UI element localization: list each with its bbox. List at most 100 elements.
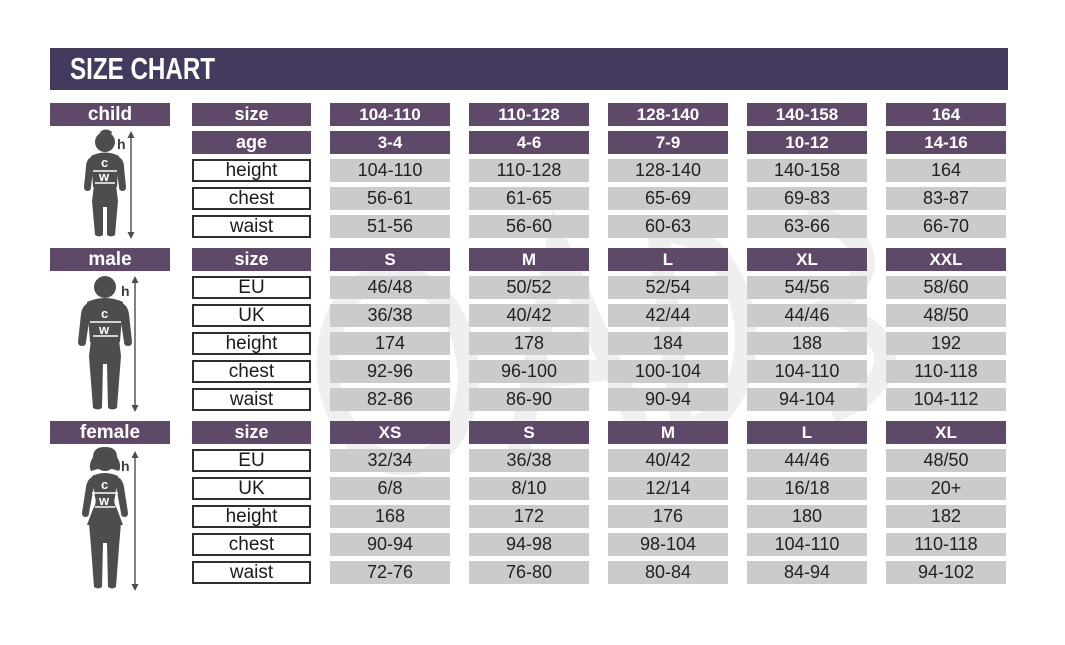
row-label-eu: EU xyxy=(192,276,311,299)
height-label: h xyxy=(121,458,130,474)
female-eu-value-5: 48/50 xyxy=(886,449,1006,472)
male-row-uk: UK 36/38 40/42 42/44 44/46 48/50 xyxy=(192,304,1006,327)
height-label: h xyxy=(117,136,126,152)
title-bar: SIZE CHART xyxy=(50,48,1008,90)
male-eu-value-2: 50/52 xyxy=(469,276,589,299)
male-height-value-5: 192 xyxy=(886,332,1006,355)
female-chest-value-3: 98-104 xyxy=(608,533,728,556)
male-chest-value-3: 100-104 xyxy=(608,360,728,383)
female-uk-value-2: 8/10 xyxy=(469,477,589,500)
female-uk-value-5: 20+ xyxy=(886,477,1006,500)
female-waist-value-3: 80-84 xyxy=(608,561,728,584)
female-chest-value-5: 110-118 xyxy=(886,533,1006,556)
male-waist-value-4: 94-104 xyxy=(747,388,867,411)
male-height-value-4: 188 xyxy=(747,332,867,355)
female-size-value-1: XS xyxy=(330,421,450,444)
child-height-value-5: 164 xyxy=(886,159,1006,182)
row-label-height: height xyxy=(192,505,311,528)
male-eu-value-1: 46/48 xyxy=(330,276,450,299)
child-age-value-5: 14-16 xyxy=(886,131,1006,154)
child-chest-value-1: 56-61 xyxy=(330,187,450,210)
child-height-value-3: 128-140 xyxy=(608,159,728,182)
female-left-column: female h c w xyxy=(50,421,170,593)
male-uk-value-2: 40/42 xyxy=(469,304,589,327)
chest-label: c xyxy=(101,155,108,170)
child-section: child h c w size 104-110 xyxy=(50,103,1006,241)
female-waist-value-5: 94-102 xyxy=(886,561,1006,584)
female-height-value-2: 172 xyxy=(469,505,589,528)
child-chest-value-3: 65-69 xyxy=(608,187,728,210)
male-row-eu: EU 46/48 50/52 52/54 54/56 58/60 xyxy=(192,276,1006,299)
child-waist-value-5: 66-70 xyxy=(886,215,1006,238)
section-label-male: male xyxy=(50,248,170,271)
section-label-female: female xyxy=(50,421,170,444)
male-chest-value-2: 96-100 xyxy=(469,360,589,383)
female-row-height: height 168 172 176 180 182 xyxy=(192,505,1006,528)
female-eu-value-1: 32/34 xyxy=(330,449,450,472)
male-chest-value-5: 110-118 xyxy=(886,360,1006,383)
child-left-column: child h c w xyxy=(50,103,170,241)
male-uk-value-1: 36/38 xyxy=(330,304,450,327)
waist-label: w xyxy=(98,322,110,337)
child-size-value-3: 128-140 xyxy=(608,103,728,126)
child-age-value-4: 10-12 xyxy=(747,131,867,154)
male-left-column: male h c w xyxy=(50,248,170,414)
row-label-age: age xyxy=(192,131,311,154)
waist-label: w xyxy=(98,169,110,184)
child-size-value-1: 104-110 xyxy=(330,103,450,126)
row-label-size: size xyxy=(192,421,311,444)
male-waist-value-2: 86-90 xyxy=(469,388,589,411)
male-row-chest: chest 92-96 96-100 100-104 104-110 110-118 xyxy=(192,360,1006,383)
female-row-chest: chest 90-94 94-98 98-104 104-110 110-118 xyxy=(192,533,1006,556)
child-size-value-2: 110-128 xyxy=(469,103,589,126)
child-chest-value-4: 69-83 xyxy=(747,187,867,210)
size-table: child h c w size 104-110 xyxy=(50,103,1006,600)
row-label-uk: UK xyxy=(192,477,311,500)
male-uk-value-5: 48/50 xyxy=(886,304,1006,327)
chest-label: c xyxy=(101,477,108,492)
female-chest-value-4: 104-110 xyxy=(747,533,867,556)
female-eu-value-3: 40/42 xyxy=(608,449,728,472)
female-row-uk: UK 6/8 8/10 12/14 16/18 20+ xyxy=(192,477,1006,500)
row-label-uk: UK xyxy=(192,304,311,327)
child-row-size: size 104-110 110-128 128-140 140-158 164 xyxy=(192,103,1006,126)
male-uk-value-3: 42/44 xyxy=(608,304,728,327)
male-height-value-3: 184 xyxy=(608,332,728,355)
child-age-value-1: 3-4 xyxy=(330,131,450,154)
male-size-value-3: L xyxy=(608,248,728,271)
male-section: male h c w size S M L XL XXL EU 46/48 50 xyxy=(50,248,1006,414)
child-waist-value-4: 63-66 xyxy=(747,215,867,238)
child-height-value-1: 104-110 xyxy=(330,159,450,182)
male-waist-value-3: 90-94 xyxy=(608,388,728,411)
female-figure-holder: h c w xyxy=(50,447,170,593)
child-row-age: age 3-4 4-6 7-9 10-12 14-16 xyxy=(192,131,1006,154)
male-uk-value-4: 44/46 xyxy=(747,304,867,327)
female-chest-value-1: 90-94 xyxy=(330,533,450,556)
male-height-value-1: 174 xyxy=(330,332,450,355)
waist-label: w xyxy=(98,493,110,508)
row-label-waist: waist xyxy=(192,215,311,238)
female-uk-value-1: 6/8 xyxy=(330,477,450,500)
female-eu-value-2: 36/38 xyxy=(469,449,589,472)
male-row-size: size S M L XL XXL xyxy=(192,248,1006,271)
row-label-size: size xyxy=(192,103,311,126)
child-row-waist: waist 51-56 56-60 60-63 63-66 66-70 xyxy=(192,215,1006,238)
female-size-value-3: M xyxy=(608,421,728,444)
row-label-eu: EU xyxy=(192,449,311,472)
male-size-value-1: S xyxy=(330,248,450,271)
female-height-value-3: 176 xyxy=(608,505,728,528)
section-label-child: child xyxy=(50,103,170,126)
child-height-value-4: 140-158 xyxy=(747,159,867,182)
female-height-value-1: 168 xyxy=(330,505,450,528)
female-height-value-5: 182 xyxy=(886,505,1006,528)
female-waist-value-4: 84-94 xyxy=(747,561,867,584)
row-label-height: height xyxy=(192,332,311,355)
male-chest-value-4: 104-110 xyxy=(747,360,867,383)
child-figure-holder: h c w xyxy=(50,129,170,241)
female-row-size: size XS S M L XL xyxy=(192,421,1006,444)
male-waist-value-5: 104-112 xyxy=(886,388,1006,411)
female-row-eu: EU 32/34 36/38 40/42 44/46 48/50 xyxy=(192,449,1006,472)
male-size-value-2: M xyxy=(469,248,589,271)
child-size-value-4: 140-158 xyxy=(747,103,867,126)
child-chest-value-5: 83-87 xyxy=(886,187,1006,210)
